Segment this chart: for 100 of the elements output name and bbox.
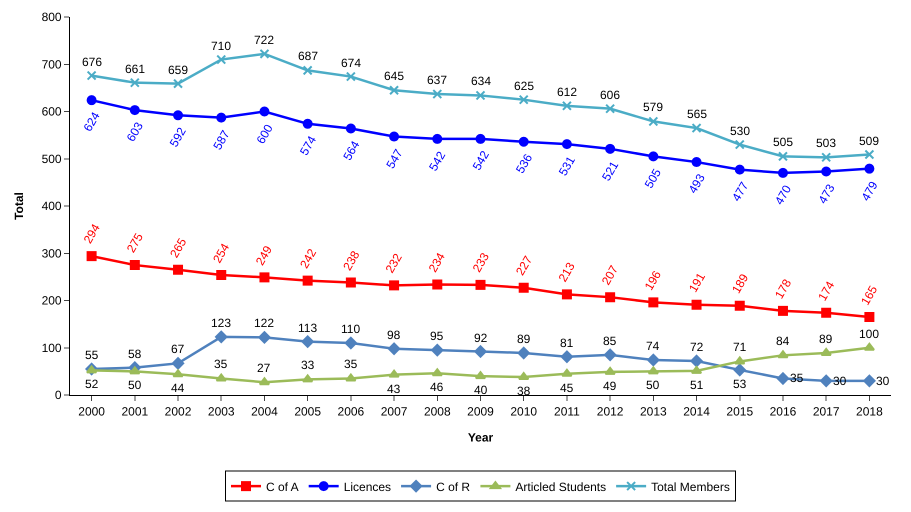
y-tick-label: 700 bbox=[42, 57, 62, 72]
data-label: 85 bbox=[603, 334, 617, 348]
data-label: 674 bbox=[341, 56, 362, 70]
x-tick-label: 2002 bbox=[164, 404, 192, 418]
x-tick-label: 2009 bbox=[467, 404, 494, 418]
x-axis-title: Year bbox=[468, 430, 494, 444]
data-label: 71 bbox=[733, 340, 747, 354]
data-label: 565 bbox=[687, 107, 708, 121]
y-tick-label: 300 bbox=[42, 246, 62, 260]
data-label: 470 bbox=[772, 182, 794, 208]
data-label: 33 bbox=[301, 358, 315, 372]
data-label: 254 bbox=[210, 240, 232, 266]
data-label: 542 bbox=[470, 148, 492, 173]
x-tick-label: 2003 bbox=[208, 404, 235, 418]
data-label: 710 bbox=[211, 39, 232, 53]
y-axis-title: Total bbox=[12, 192, 26, 220]
x-tick-label: 2016 bbox=[770, 404, 797, 418]
data-label: 49 bbox=[603, 379, 617, 393]
data-label: 122 bbox=[254, 316, 274, 330]
data-label: 35 bbox=[344, 357, 358, 371]
data-label: 238 bbox=[340, 248, 363, 273]
data-label: 624 bbox=[80, 109, 103, 134]
data-label: 53 bbox=[733, 377, 747, 391]
data-label: 275 bbox=[124, 230, 146, 256]
y-tick-label: 200 bbox=[42, 294, 62, 308]
data-label: 191 bbox=[686, 270, 708, 295]
data-label: 67 bbox=[171, 342, 185, 356]
data-label: 479 bbox=[858, 178, 881, 204]
data-label: 100 bbox=[859, 327, 880, 341]
data-label: 84 bbox=[776, 334, 790, 348]
legend-label: C of A bbox=[266, 480, 299, 494]
data-label: 51 bbox=[690, 378, 704, 392]
data-label: 189 bbox=[729, 271, 752, 296]
x-tick-label: 2006 bbox=[338, 404, 365, 418]
x-tick-label: 2017 bbox=[812, 404, 840, 418]
data-label: 564 bbox=[340, 138, 363, 163]
data-label: 233 bbox=[470, 250, 492, 275]
data-label: 687 bbox=[298, 49, 318, 63]
data-label: 113 bbox=[298, 321, 318, 335]
data-label: 493 bbox=[686, 171, 708, 196]
data-label: 178 bbox=[772, 276, 794, 302]
data-label: 592 bbox=[166, 124, 190, 150]
data-label: 509 bbox=[859, 134, 880, 148]
data-label: 110 bbox=[341, 322, 360, 336]
x-tick-label: 2012 bbox=[596, 404, 624, 418]
legend-label: Total Members bbox=[651, 480, 730, 494]
x-tick-label: 2010 bbox=[510, 404, 538, 418]
data-label: 505 bbox=[773, 135, 794, 149]
data-label: 722 bbox=[254, 33, 274, 47]
data-label: 473 bbox=[815, 181, 838, 206]
x-tick-label: 2013 bbox=[640, 404, 668, 418]
data-label: 44 bbox=[171, 381, 185, 395]
data-label: 587 bbox=[210, 128, 233, 152]
data-label: 676 bbox=[82, 55, 102, 69]
data-label: 46 bbox=[430, 380, 444, 394]
data-label: 72 bbox=[690, 340, 704, 354]
y-tick-label: 100 bbox=[42, 340, 62, 355]
data-label: 55 bbox=[85, 348, 99, 362]
data-label: 503 bbox=[816, 136, 836, 150]
data-label: 547 bbox=[383, 146, 406, 171]
data-label: 600 bbox=[254, 122, 276, 146]
data-label: 542 bbox=[426, 148, 448, 174]
data-label: 38 bbox=[517, 384, 531, 398]
x-tick-label: 2004 bbox=[251, 404, 278, 418]
data-label: 89 bbox=[517, 332, 531, 346]
data-label: 661 bbox=[125, 62, 146, 76]
data-label: 95 bbox=[430, 329, 444, 343]
data-label: 265 bbox=[167, 235, 190, 260]
data-label: 606 bbox=[600, 88, 620, 102]
y-tick-label: 400 bbox=[42, 199, 62, 214]
data-label: 50 bbox=[128, 378, 142, 392]
data-label: 213 bbox=[556, 260, 578, 284]
x-tick-label: 2000 bbox=[78, 404, 106, 418]
data-label: 45 bbox=[560, 381, 574, 395]
legend-label: Licences bbox=[344, 480, 392, 494]
data-label: 58 bbox=[128, 347, 142, 361]
x-tick-label: 2011 bbox=[554, 404, 580, 418]
x-tick-label: 2005 bbox=[294, 404, 322, 418]
data-label: 637 bbox=[427, 73, 448, 87]
data-label: 196 bbox=[642, 268, 664, 293]
data-label: 579 bbox=[643, 100, 664, 114]
data-label: 574 bbox=[296, 133, 320, 158]
data-label: 521 bbox=[599, 158, 622, 184]
data-label: 232 bbox=[382, 250, 405, 276]
data-label: 234 bbox=[426, 250, 448, 275]
x-tick-label: 2007 bbox=[380, 404, 408, 418]
data-label: 603 bbox=[124, 119, 146, 144]
y-tick-label: 500 bbox=[42, 152, 62, 166]
data-label: 74 bbox=[646, 339, 660, 353]
y-tick-label: 600 bbox=[42, 104, 62, 119]
x-tick-label: 2014 bbox=[683, 404, 710, 418]
x-tick-label: 2015 bbox=[726, 404, 754, 418]
data-label: 98 bbox=[387, 328, 401, 342]
data-label: 625 bbox=[514, 79, 534, 93]
data-label: 89 bbox=[819, 332, 833, 346]
data-label: 50 bbox=[646, 378, 660, 392]
data-label: 477 bbox=[729, 179, 752, 204]
data-label: 40 bbox=[474, 383, 488, 397]
y-tick-label: 0 bbox=[54, 388, 62, 402]
data-label: 81 bbox=[560, 336, 574, 350]
